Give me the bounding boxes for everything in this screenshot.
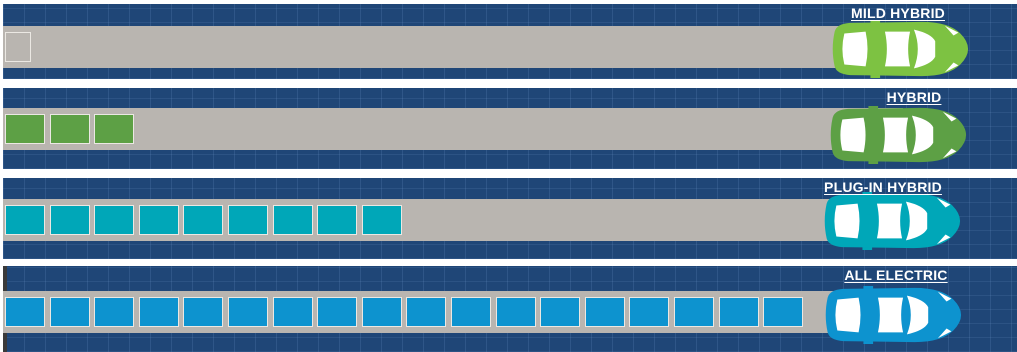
- car-icon: [824, 192, 961, 250]
- battery-cell-icon: [361, 297, 402, 327]
- battery-cell-icon: [584, 297, 625, 327]
- battery-cell-icon: [317, 205, 358, 235]
- battery-cell-icon: [183, 205, 224, 235]
- battery-cell-icon: [5, 32, 31, 62]
- battery-cell-icon: [138, 297, 179, 327]
- battery-cell-icon: [5, 205, 45, 235]
- battery-cell-icon: [674, 297, 714, 327]
- battery-cell-icon: [495, 297, 536, 327]
- battery-cell-icon: [763, 297, 804, 327]
- battery-cell-icon: [406, 297, 447, 327]
- battery-cell-icon: [629, 297, 670, 327]
- car-icon: [830, 106, 967, 164]
- battery-cell-icon: [317, 297, 358, 327]
- road: [3, 108, 903, 150]
- battery-cell-icon: [5, 114, 45, 144]
- vehicle: [823, 106, 968, 169]
- lane-label: MILD HYBRID: [851, 5, 945, 21]
- lane-label: PLUG-IN HYBRID: [824, 179, 942, 195]
- car-icon: [832, 20, 969, 78]
- battery-cell-icon: [94, 205, 135, 235]
- battery-cell-icon: [361, 205, 402, 235]
- vehicle: [825, 20, 970, 79]
- battery-cell-icon: [272, 205, 313, 235]
- lane-all-electric: ALL ELECTRIC: [3, 266, 1017, 352]
- battery-cell-icon: [94, 297, 135, 327]
- vehicle: [818, 286, 963, 349]
- battery-cell-icon: [228, 297, 268, 327]
- battery-cell-icon: [183, 297, 224, 327]
- lane-plug-in-hybrid: PLUG-IN HYBRID: [3, 178, 1017, 259]
- battery-cell-icon: [5, 297, 45, 327]
- battery-cell-icon: [94, 114, 135, 144]
- battery-cell-icon: [49, 297, 90, 327]
- battery-cell-icon: [540, 297, 581, 327]
- battery-cell-icon: [49, 114, 90, 144]
- lane-label: HYBRID: [886, 89, 942, 105]
- battery-cell-icon: [49, 205, 90, 235]
- car-icon: [825, 286, 962, 344]
- vehicle: [817, 192, 962, 255]
- battery-cell-icon: [228, 205, 268, 235]
- battery-cell-icon: [451, 297, 491, 327]
- lane-hybrid: HYBRID: [3, 88, 1017, 169]
- battery-cell-icon: [138, 205, 179, 235]
- road: [3, 26, 903, 68]
- battery-cell-icon: [718, 297, 759, 327]
- lane-mild-hybrid: MILD HYBRID: [3, 4, 1017, 79]
- battery-cell-icon: [272, 297, 313, 327]
- lane-label: ALL ELECTRIC: [844, 267, 948, 283]
